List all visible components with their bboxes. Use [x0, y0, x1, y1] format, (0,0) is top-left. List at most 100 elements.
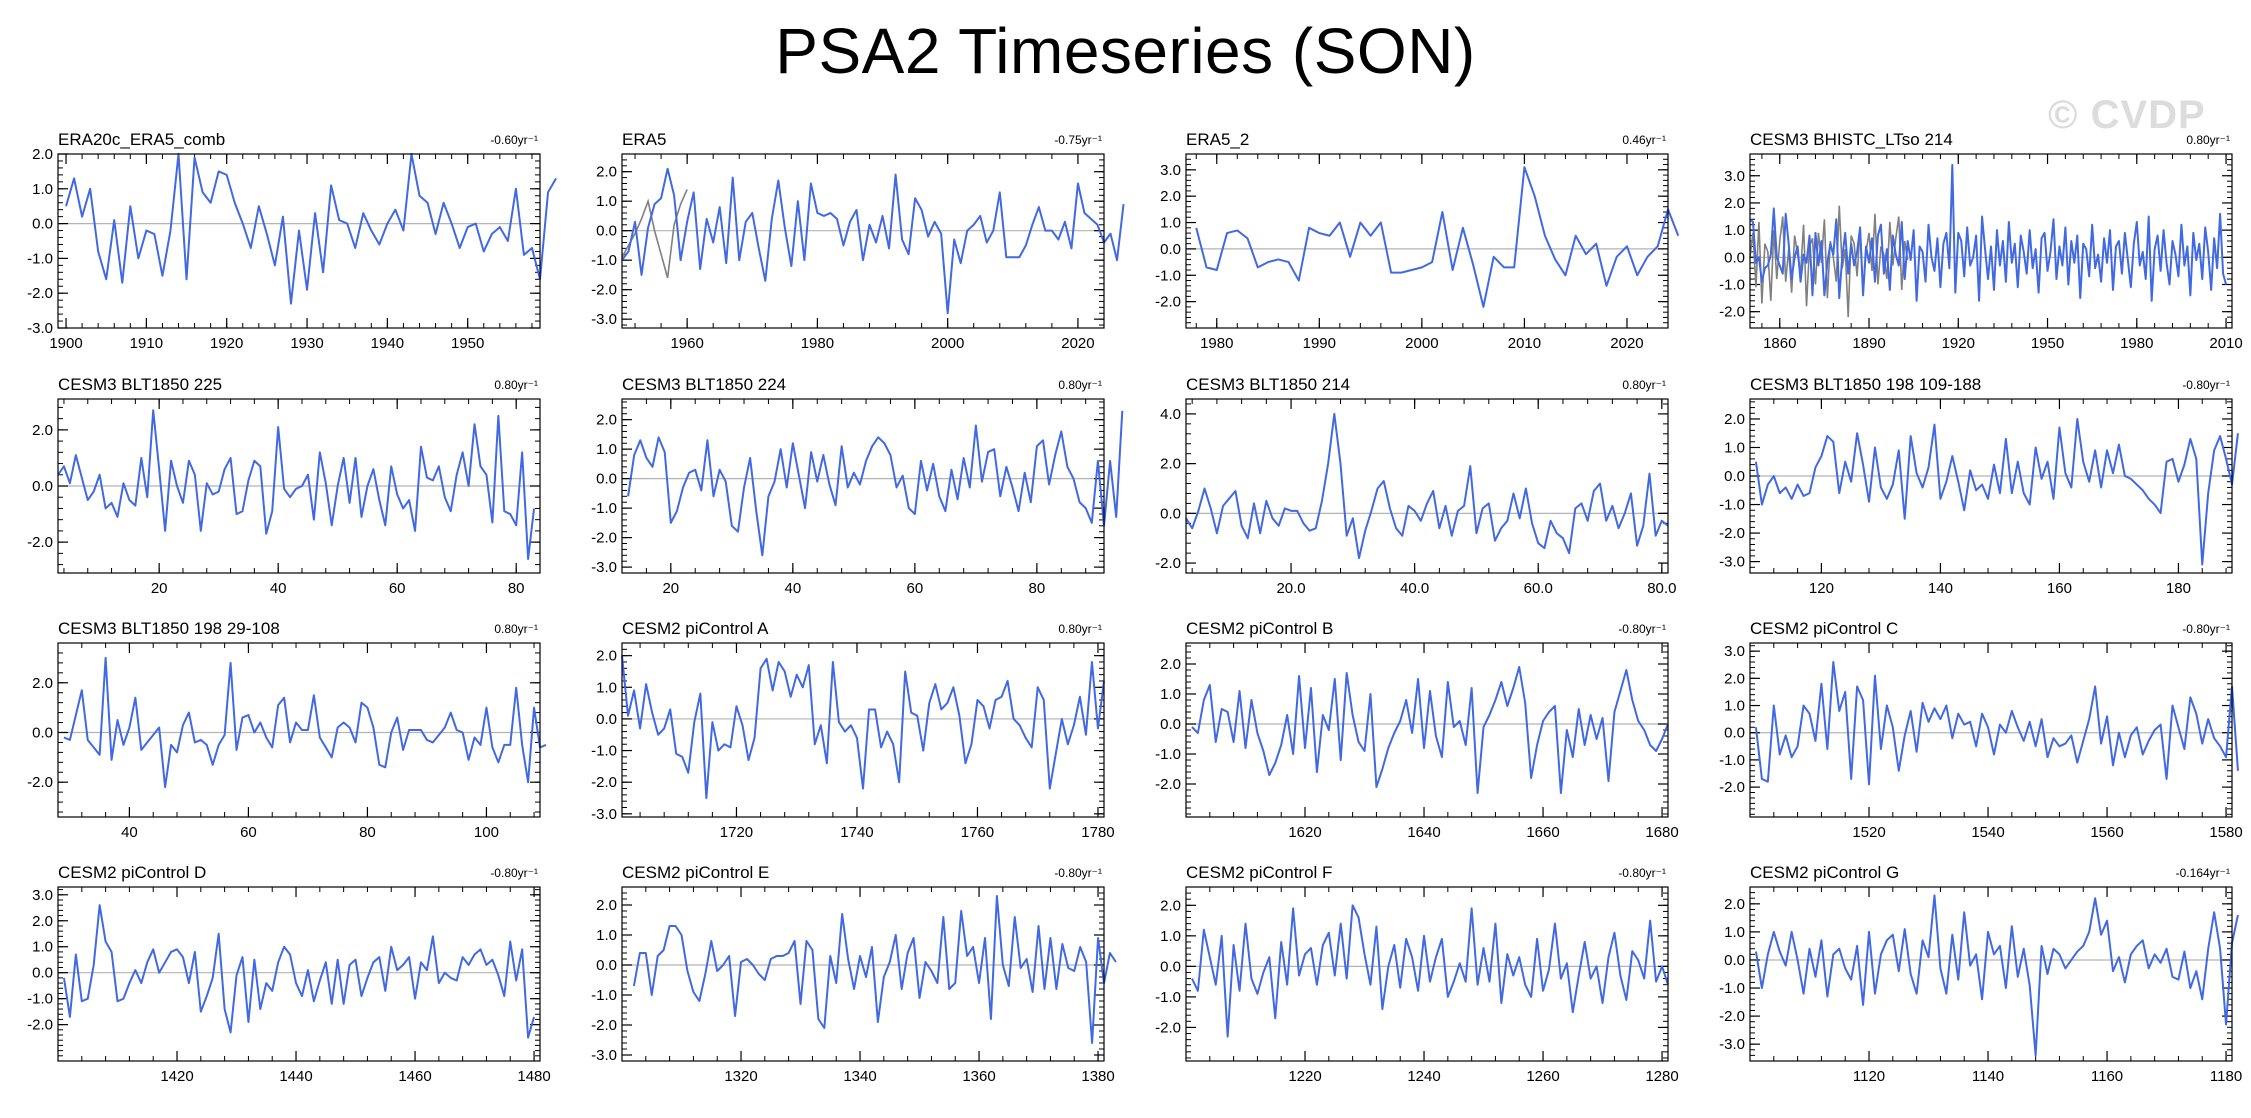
x-tick-label: 60 [907, 580, 924, 597]
x-tick-label: 1890 [1852, 335, 1885, 352]
panel-trend-label: -0.80yr⁻¹ [1618, 866, 1666, 880]
series-line [1754, 661, 2239, 786]
panel-trend-label: -0.80yr⁻¹ [2182, 378, 2230, 392]
x-tick-label: 1720 [720, 824, 753, 841]
x-tick-label: 1930 [290, 335, 323, 352]
y-tick-label: -2.0 [27, 285, 53, 302]
x-tick-label: 40 [784, 580, 801, 597]
panel-trend-label: 0.80yr⁻¹ [494, 378, 538, 392]
y-tick-label: -1.0 [1155, 746, 1181, 763]
x-tick-label: 1420 [160, 1068, 193, 1085]
x-tick-label: 60 [240, 824, 257, 841]
y-tick-label: -2.0 [1719, 525, 1745, 542]
x-tick-label: 80 [1029, 580, 1046, 597]
x-tick-label: 1950 [451, 335, 484, 352]
y-tick-label: 2.0 [596, 412, 617, 429]
x-tick-label: 1780 [1081, 824, 1114, 841]
plot-frame [1749, 398, 2233, 574]
x-tick-label: 1560 [2090, 824, 2123, 841]
plot-frame [1185, 398, 1669, 574]
series-line [632, 895, 1117, 1044]
chart-panel: ERA20c_ERA5_comb -0.60yr⁻¹ -3.0 -2.0 -1.0 0.0… [27, 130, 557, 352]
y-tick-label: -2.0 [591, 282, 617, 299]
chart-panel: CESM2 piControl D -0.80yr⁻¹ -2.0 -1.0 0.0 1.0… [27, 863, 551, 1085]
y-tick-label: -3.0 [591, 311, 617, 328]
y-tick-label: 0.0 [1160, 505, 1181, 522]
chart-panel: CESM3 BLT1850 198 29-108 0.80yr⁻¹ -2.0 0.0 2… [27, 619, 547, 841]
x-tick-label: 2020 [1610, 335, 1643, 352]
plot-frame [1185, 153, 1669, 329]
plot-frame [1749, 153, 2233, 329]
y-tick-label: -3.0 [27, 320, 53, 337]
x-tick-label: 1680 [1645, 824, 1678, 841]
y-tick-label: 1.0 [1724, 439, 1745, 456]
plot-frame [57, 398, 541, 574]
y-tick-label: 2.0 [32, 146, 53, 163]
y-tick-label: 2.0 [32, 913, 53, 930]
y-tick-label: 1.0 [32, 939, 53, 956]
series-line [1185, 412, 1669, 560]
x-tick-label: 80.0 [1647, 580, 1676, 597]
panel-trend-label: -0.60yr⁻¹ [490, 133, 538, 147]
y-tick-label: 1.0 [596, 441, 617, 458]
x-tick-label: 1860 [1763, 335, 1796, 352]
y-tick-label: -3.0 [1719, 1036, 1745, 1053]
x-tick-label: 140 [1928, 580, 1953, 597]
plot-frame [1749, 886, 2233, 1062]
x-tick-label: 1260 [1526, 1068, 1559, 1085]
chart-panel: CESM3 BLT1850 224 0.80yr⁻¹ -3.0 -2.0 -1.0 0.0… [591, 375, 1124, 597]
y-tick-label: 1.0 [596, 927, 617, 944]
panel-title: CESM2 piControl E [622, 863, 769, 882]
y-tick-label: 1.0 [596, 193, 617, 210]
x-tick-label: 40.0 [1400, 580, 1429, 597]
chart-panel: CESM2 piControl C -0.80yr⁻¹ -2.0 -1.0 0.0 1.0… [1719, 619, 2243, 841]
x-tick-label: 20 [662, 580, 679, 597]
x-tick-label: 120 [1809, 580, 1834, 597]
y-tick-label: -2.0 [1155, 776, 1181, 793]
y-tick-label: -3.0 [591, 806, 617, 823]
y-tick-label: 0.0 [1724, 952, 1745, 969]
x-tick-label: 1280 [1645, 1068, 1678, 1085]
x-tick-label: 1940 [371, 335, 404, 352]
x-tick-label: 1360 [962, 1068, 995, 1085]
y-tick-label: -1.0 [1719, 497, 1745, 514]
plot-frame [57, 886, 541, 1062]
x-tick-label: 20.0 [1276, 580, 1305, 597]
x-tick-label: 1120 [1853, 1068, 1885, 1085]
x-tick-label: 1520 [1852, 824, 1885, 841]
y-tick-label: 1.0 [32, 181, 53, 198]
chart-panel: CESM3 BLT1850 225 0.80yr⁻¹ -2.0 0.0 2.0 20 40 6… [27, 375, 541, 597]
panel-title: CESM2 piControl B [1186, 619, 1333, 638]
plot-frame [1185, 642, 1669, 818]
panel-title: CESM2 piControl A [622, 619, 769, 638]
x-tick-label: 1340 [843, 1068, 876, 1085]
plot-frame [621, 642, 1105, 818]
x-tick-label: 1180 [2210, 1068, 2242, 1085]
y-tick-label: -3.0 [1719, 554, 1745, 571]
y-tick-label: -1.0 [1719, 980, 1745, 997]
series-line [65, 153, 557, 305]
x-tick-label: 2000 [931, 335, 964, 352]
y-tick-label: 0.0 [1160, 958, 1181, 975]
y-tick-label: -2.0 [591, 774, 617, 791]
x-tick-label: 2020 [1061, 335, 1094, 352]
y-tick-label: 0.0 [32, 724, 53, 741]
plot-frame [621, 398, 1105, 574]
x-tick-label: 60.0 [1524, 580, 1553, 597]
panel-title: ERA5_2 [1186, 130, 1249, 149]
chart-panel: CESM3 BLT1850 198 109-188 -0.80yr⁻¹ -3.0 -2… [1719, 375, 2239, 597]
panel-title: CESM3 BLT1850 198 29-108 [58, 619, 280, 638]
chart-panel: ERA5 -0.75yr⁻¹ -3.0 -2.0 -1.0 0.0 1.0 2.0 1960 19… [591, 130, 1125, 352]
panel-title: CESM3 BLT1850 225 [58, 375, 222, 394]
x-tick-label: 80 [359, 824, 376, 841]
y-tick-label: -2.0 [591, 530, 617, 547]
y-tick-label: 0.0 [1160, 716, 1181, 733]
panel-title: ERA20c_ERA5_comb [58, 130, 225, 149]
y-tick-label: 0.0 [596, 471, 617, 488]
x-tick-label: 1320 [724, 1068, 757, 1085]
y-tick-label: 1.0 [1724, 924, 1745, 941]
x-tick-label: 1160 [2091, 1068, 2123, 1085]
y-tick-label: 2.0 [1160, 456, 1181, 473]
x-tick-label: 180 [2166, 580, 2191, 597]
panel-title: CESM3 BHISTC_LTso 214 [1750, 130, 1953, 149]
